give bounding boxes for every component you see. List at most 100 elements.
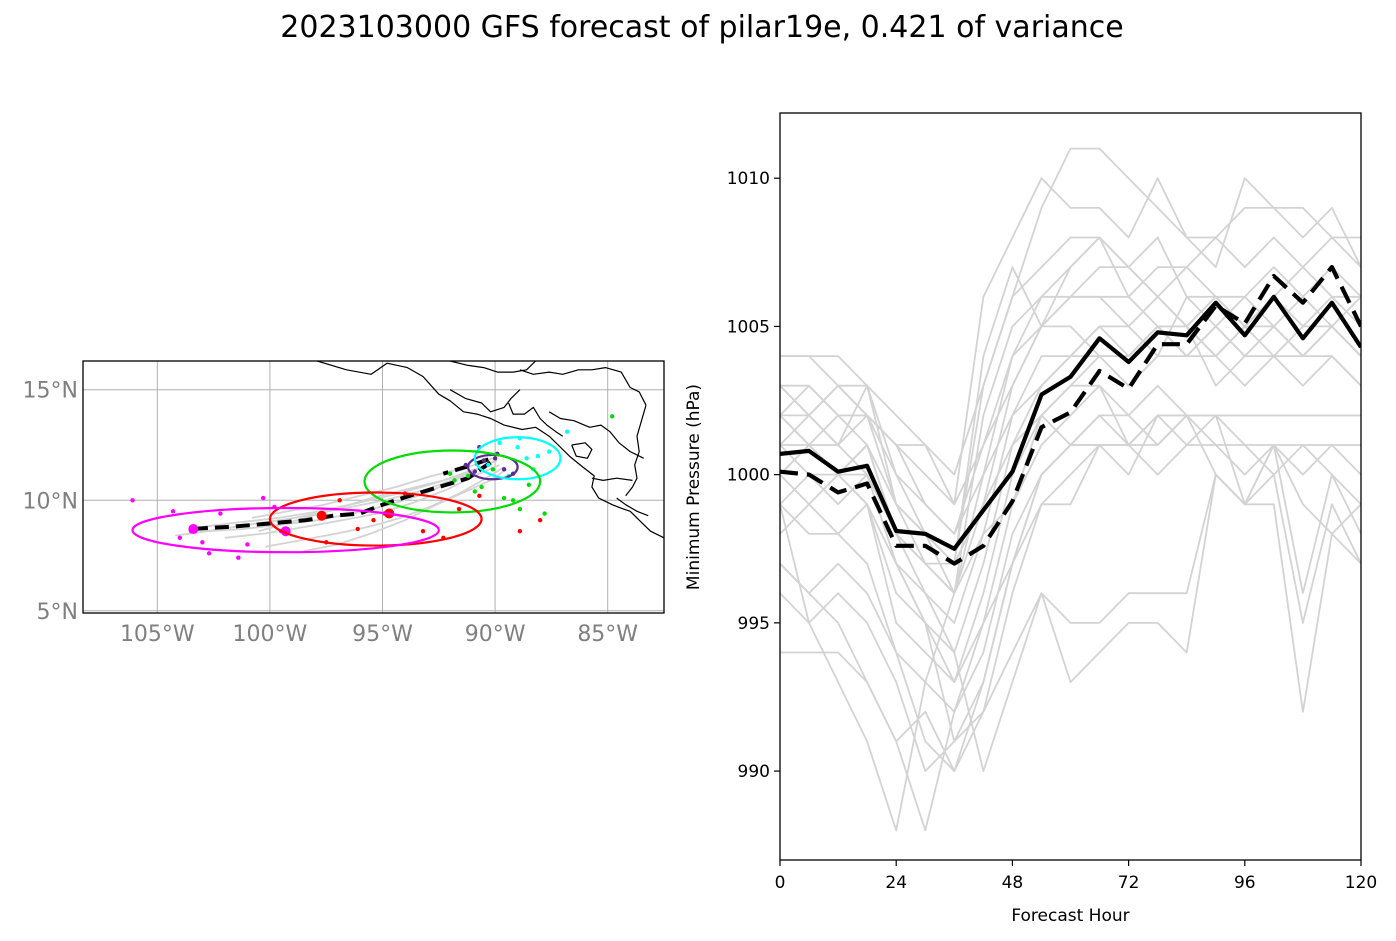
pressure-ensemble-line (780, 177, 1361, 506)
forecast-point-day4 (420, 529, 426, 534)
pressure-mean-dashed-line (780, 265, 1361, 566)
pressure-ensemble-line (780, 295, 1361, 506)
pressure-mean-line (780, 294, 1361, 551)
pressure-plot-frame (779, 112, 1362, 861)
map-x-tick-label: 95°W (352, 622, 413, 647)
track-map: 105°W 100°W 95°W 90°W 85°W 5°N 10°N 15°N (23, 360, 665, 647)
map-x-tick-label: 85°W (577, 622, 638, 647)
pressure-y-tick-label: 1010 (727, 169, 770, 189)
map-y-tick-label: 15°N (23, 379, 78, 404)
forecast-point-day5 (218, 511, 223, 516)
pressure-y-tick-label: 995 (738, 614, 770, 634)
pressure-x-tick-label: 24 (885, 873, 907, 893)
map-coastlines (317, 361, 664, 539)
coastline-segment (317, 361, 664, 539)
forecast-point-day3 (490, 467, 496, 472)
pressure-ensemble-line (780, 414, 1361, 713)
forecast-point-day3 (510, 498, 516, 503)
forecast-point-day3 (472, 489, 478, 494)
pressure-ensemble-line (780, 414, 1361, 832)
coastline-segment (571, 442, 593, 459)
forecast-point-day2 (564, 429, 570, 434)
pressure-ensemble-line (780, 414, 1361, 772)
pressure-mean-lines (780, 265, 1361, 566)
coastline-segment (616, 497, 649, 517)
forecast-points (130, 414, 615, 560)
map-background (83, 361, 664, 613)
mean-track-line (190, 461, 492, 531)
ellipse-day4 (268, 491, 483, 547)
map-x-tick-label: 100°W (233, 622, 308, 647)
forecast-point-day3 (465, 473, 471, 479)
pressure-y-tick-label: 990 (738, 762, 770, 782)
pressure-ensemble-line (780, 385, 1361, 772)
pressure-ensemble-line (780, 325, 1361, 595)
coastline-segment (449, 361, 537, 373)
ellipse-day3 (363, 449, 542, 514)
forecast-point-day3 (526, 482, 532, 487)
pressure-ensemble-line (780, 236, 1361, 595)
forecast-point-day2 (515, 445, 520, 450)
map-y-tick-labels: 5°N 10°N 15°N (23, 379, 78, 625)
forecast-point-day4 (355, 526, 360, 532)
forecast-mean-day5 (188, 524, 199, 534)
pressure-x-tick-label: 48 (1002, 873, 1024, 893)
pressure-y-tick-label: 1000 (727, 466, 770, 486)
ellipse-day2 (473, 436, 562, 481)
forecast-point-day2 (497, 440, 502, 445)
forecast-point-day3 (479, 484, 484, 490)
map-x-tick-label: 90°W (465, 622, 526, 647)
coastline-segment (548, 411, 644, 459)
forecast-point-day4 (477, 493, 482, 499)
coastline-segment (449, 389, 521, 413)
pressure-x-tick-label: 120 (1345, 873, 1377, 893)
pressure-ensemble-line (780, 355, 1361, 624)
ensemble-track (303, 468, 507, 552)
forecast-point-day1 (492, 456, 498, 461)
forecast-point-day2 (524, 456, 529, 461)
coastline-segment (625, 405, 647, 497)
forecast-point-day1 (463, 462, 469, 468)
forecast-point-day4 (456, 506, 462, 512)
forecast-point-day3 (517, 506, 523, 512)
forecast-point-day3 (542, 511, 547, 516)
forecast-point-day5 (236, 555, 241, 560)
pressure-ensemble-line (780, 325, 1361, 654)
ensemble-track (265, 466, 505, 548)
forecast-point-day4 (537, 517, 543, 523)
forecast-point-day5 (245, 542, 250, 547)
forecast-point-day3 (501, 495, 507, 501)
pressure-ensemble-line (780, 147, 1361, 476)
forecast-point-day5 (170, 509, 176, 514)
forecast-point-day1 (472, 469, 478, 474)
forecast-point-day5 (260, 495, 266, 501)
map-y-tick-label: 10°N (23, 489, 78, 514)
pressure-x-tick-label: 96 (1234, 873, 1256, 893)
forecast-point-day3 (447, 471, 453, 476)
pressure-ensemble-line (780, 236, 1361, 565)
map-x-tick-label: 105°W (120, 622, 195, 647)
forecast-point-day5 (206, 551, 212, 556)
forecast-point-day2 (546, 449, 552, 454)
map-x-tick-labels: 105°W 100°W 95°W 90°W 85°W (120, 622, 638, 647)
forecast-point-day4 (517, 529, 523, 534)
pressure-ensemble-line (780, 295, 1361, 595)
forecast-point-day3 (452, 478, 457, 483)
map-frame (82, 360, 665, 614)
forecast-point-day5 (130, 498, 135, 503)
coastline-segment (591, 477, 633, 481)
pressure-ensemble-lines (780, 147, 1361, 832)
pressure-ensemble-line (780, 384, 1361, 683)
figure-title: 2023103000 GFS forecast of pilar19e, 0.4… (280, 10, 1124, 45)
pressure-x-tick-label: 72 (1118, 873, 1140, 893)
pressure-x-label: Forecast Hour (1011, 906, 1129, 926)
pressure-x-tick-label: 0 (775, 873, 786, 893)
pressure-y-tick-label: 1005 (727, 317, 770, 337)
forecast-point-day4 (337, 498, 342, 503)
forecast-point-day3 (610, 414, 615, 419)
forecast-point-day5 (200, 540, 205, 545)
forecast-point-day1 (501, 467, 507, 472)
pressure-ensemble-line (780, 325, 1361, 565)
pressure-ensemble-line (780, 236, 1361, 535)
forecast-point-day2 (535, 453, 541, 459)
